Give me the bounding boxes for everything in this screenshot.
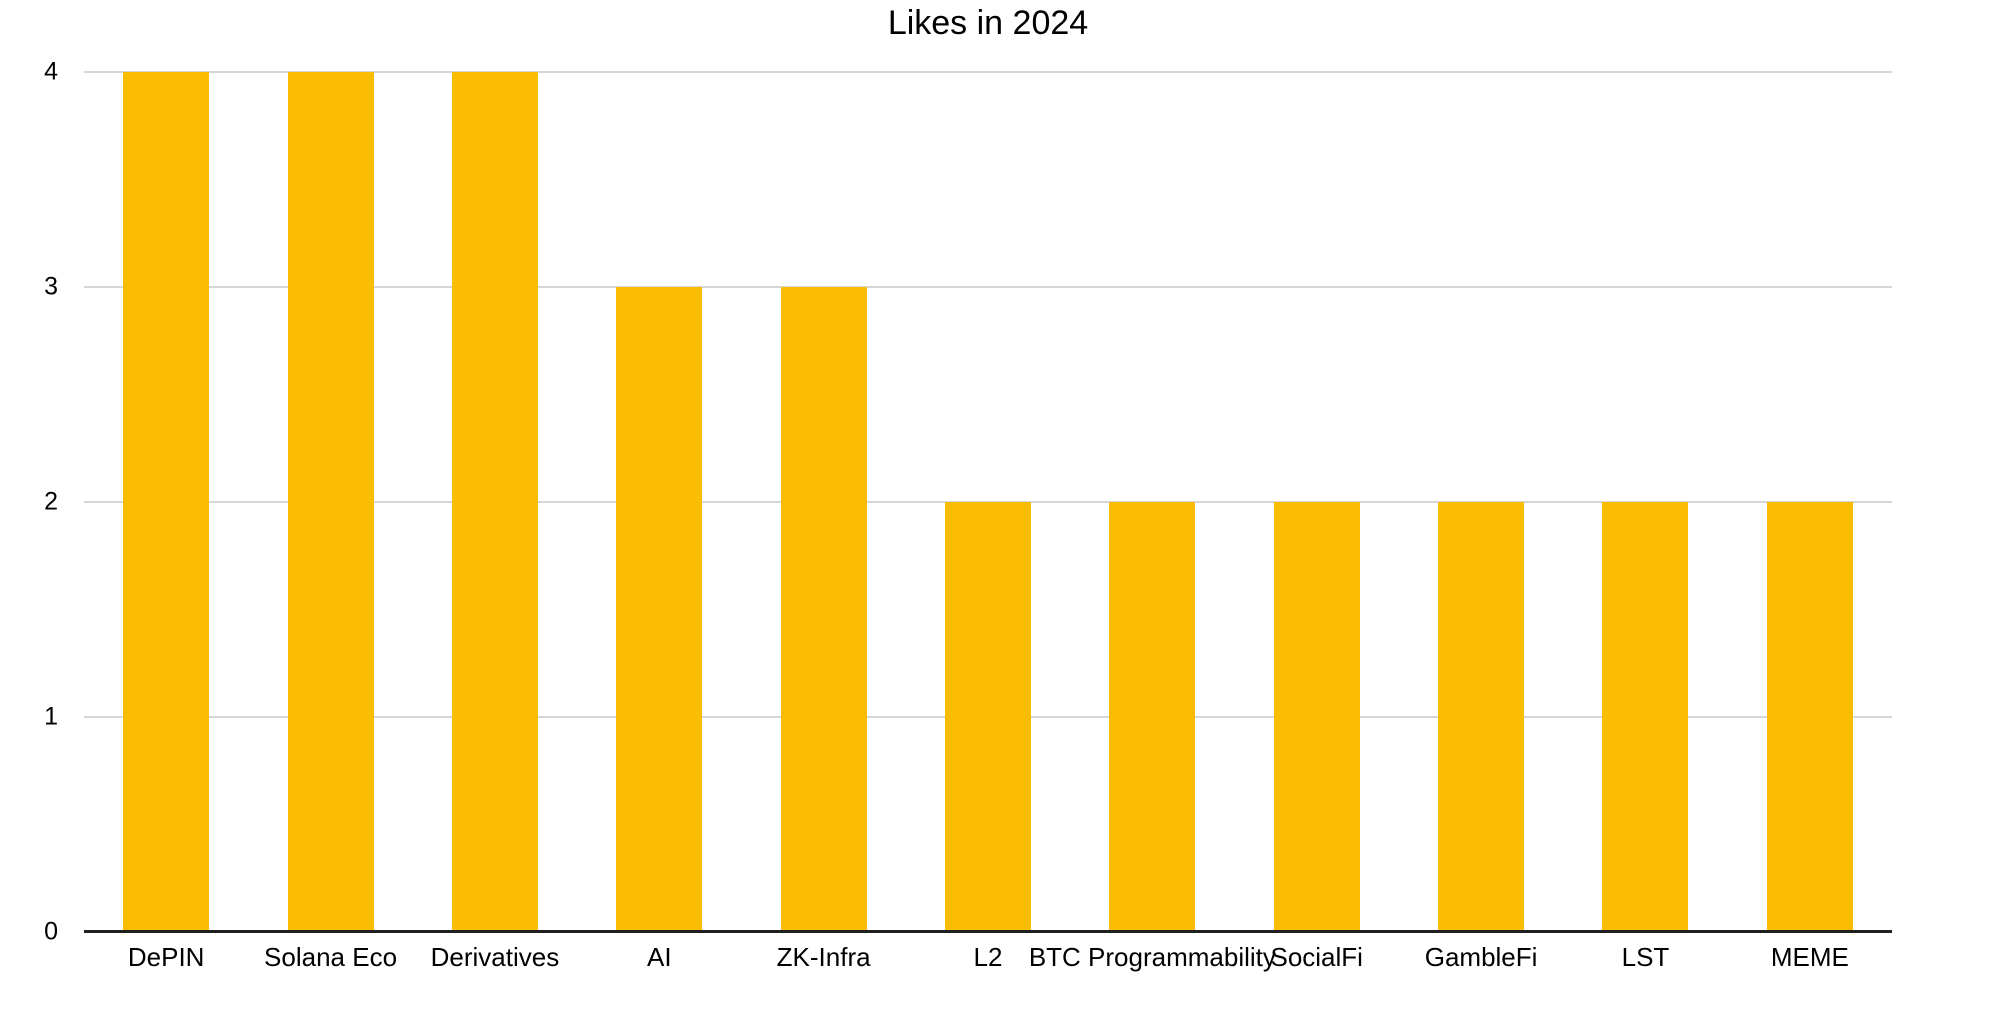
x-tick-label-meme: MEME (1770, 942, 1849, 972)
x-tick-label-socialfi: SocialFi (1270, 942, 1363, 972)
x-tick-label-lst: LST (1621, 942, 1670, 972)
bar-ai (616, 287, 703, 932)
bar-zk-infra (780, 287, 867, 932)
bar-solana-eco (287, 72, 374, 932)
bar-depin (123, 72, 210, 932)
x-axis-line (84, 930, 1892, 933)
y-tick-label-4: 4 (44, 57, 58, 86)
bar-derivatives (451, 72, 538, 932)
x-tick-label-derivatives: Derivatives (430, 942, 560, 972)
y-tick-label-3: 3 (44, 272, 58, 301)
x-tick-label-ai: AI (646, 942, 672, 972)
x-tick-label-depin: DePIN (127, 942, 205, 972)
x-tick-label-solana-eco: Solana Eco (264, 942, 398, 972)
x-tick-label-btc-programmability: BTC Programmability (1028, 942, 1276, 972)
y-tick-label-2: 2 (44, 487, 58, 516)
bar-meme (1766, 502, 1853, 932)
y-tick-label-1: 1 (44, 702, 58, 731)
bar-socialfi (1273, 502, 1360, 932)
x-tick-label-l2: L2 (973, 942, 1003, 972)
chart-title: Likes in 2024 (887, 4, 1089, 42)
y-tick-label-0: 0 (44, 917, 58, 946)
bar-gamblefi (1438, 502, 1525, 932)
plot-area (84, 71, 1892, 933)
bar-btc-programmability (1109, 502, 1196, 932)
gridline-y3 (84, 286, 1892, 288)
bar-l2 (945, 502, 1031, 932)
bar-lst (1602, 502, 1689, 932)
x-tick-label-gamblefi: GambleFi (1424, 942, 1538, 972)
gridline-y4 (84, 71, 1892, 73)
x-tick-label-zk-infra: ZK-Infra (776, 942, 871, 972)
